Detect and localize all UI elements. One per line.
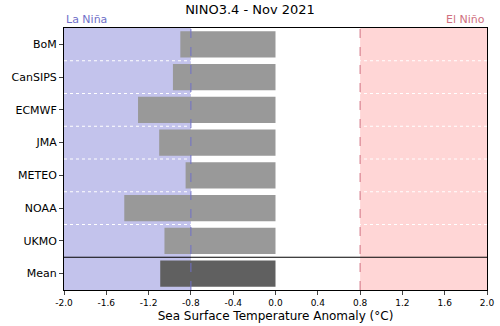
svg-text:1.2: 1.2 (395, 298, 409, 308)
svg-text:El Niño: El Niño (446, 13, 485, 26)
svg-text:-1.6: -1.6 (98, 298, 116, 308)
svg-text:1.6: 1.6 (438, 298, 453, 308)
svg-text:CanSIPS: CanSIPS (12, 71, 57, 84)
svg-text:0.8: 0.8 (353, 298, 368, 308)
svg-text:JMA: JMA (36, 136, 58, 149)
svg-text:NOAA: NOAA (25, 202, 58, 215)
svg-text:0.4: 0.4 (311, 298, 326, 308)
svg-text:ECMWF: ECMWF (15, 104, 56, 117)
svg-text:-2.0: -2.0 (55, 298, 73, 308)
svg-text:-0.4: -0.4 (224, 298, 242, 308)
svg-text:Sea Surface Temperature Anomal: Sea Surface Temperature Anomaly (°C) (158, 309, 394, 323)
svg-text:La Niña: La Niña (66, 13, 107, 26)
svg-text:2.0: 2.0 (480, 298, 495, 308)
svg-text:-1.2: -1.2 (140, 298, 158, 308)
svg-text:NINO3.4 - Nov 2021: NINO3.4 - Nov 2021 (185, 2, 315, 17)
svg-text:METEO: METEO (18, 169, 57, 182)
svg-text:BoM: BoM (33, 38, 57, 51)
svg-text:UKMO: UKMO (23, 235, 57, 248)
svg-text:-0.8: -0.8 (182, 298, 200, 308)
svg-text:Mean: Mean (27, 267, 57, 280)
svg-text:0.0: 0.0 (268, 298, 283, 308)
